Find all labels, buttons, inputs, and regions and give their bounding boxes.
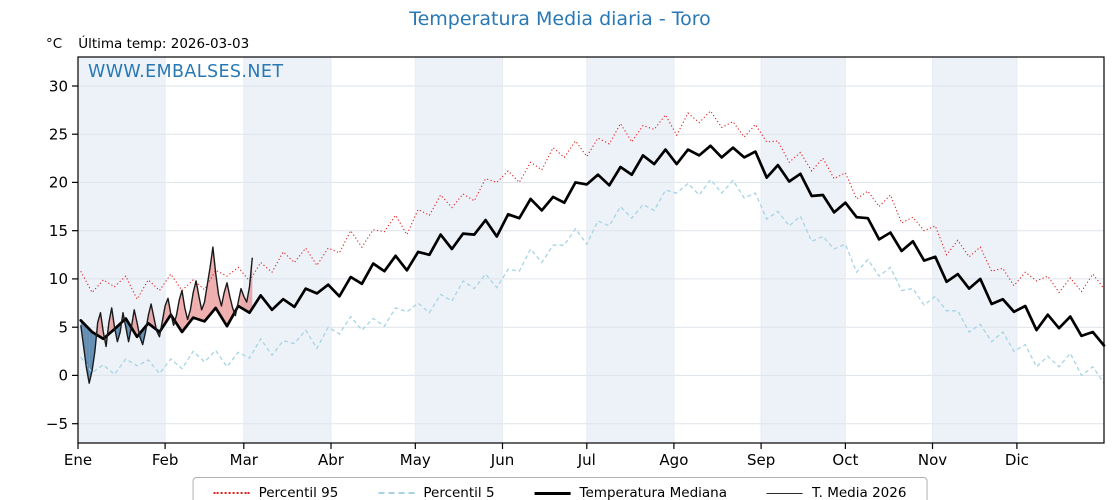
chart-title: Temperatura Media diaria - Toro — [409, 8, 711, 30]
legend-item-mediana: Temperatura Mediana — [534, 485, 727, 500]
x-tick-label: Ago — [659, 451, 688, 469]
legend-label: T. Media 2026 — [812, 485, 907, 500]
month-band — [673, 57, 761, 443]
last-temp-label: Última temp: 2026-03-03 — [78, 36, 250, 52]
fill-above-median — [207, 267, 211, 318]
legend: Percentil 95 Percentil 5 Temperatura Med… — [192, 477, 928, 500]
x-tick-label: Sep — [747, 451, 775, 469]
x-tick-label: Ene — [64, 451, 92, 469]
x-tick-label: May — [400, 451, 431, 469]
y-tick-label: 25 — [49, 125, 68, 143]
fill-above-median — [196, 280, 199, 320]
y-unit-label: °C — [46, 36, 63, 52]
x-tick-label: Oct — [832, 451, 858, 469]
legend-label: Percentil 95 — [258, 485, 339, 500]
y-tick-label: 15 — [49, 222, 68, 240]
legend-label: Temperatura Mediana — [579, 485, 727, 500]
fill-above-median — [97, 312, 101, 338]
x-tick-label: Nov — [918, 451, 947, 469]
x-tick-label: Mar — [230, 451, 259, 469]
x-tick-label: Dic — [1005, 451, 1029, 469]
fill-above-median — [201, 302, 205, 322]
month-band — [78, 57, 166, 443]
fill-above-median — [134, 309, 137, 337]
percentil-5-line — [80, 178, 1105, 384]
mediana-line — [79, 144, 1106, 347]
y-tick-label: 5 — [58, 318, 68, 336]
fill-above-median — [179, 290, 182, 332]
plot-border — [77, 56, 1105, 444]
month-band — [165, 57, 244, 443]
month-band — [586, 57, 674, 443]
media-2026-line — [80, 246, 253, 384]
fill-above-median — [243, 296, 247, 311]
y-tick-label: 20 — [49, 174, 68, 192]
fill-above-median — [212, 247, 216, 312]
month-band — [761, 57, 846, 443]
fill-above-median — [224, 282, 227, 327]
fill-above-median — [221, 292, 225, 322]
month-band — [331, 57, 416, 443]
legend-label: Percentil 5 — [423, 485, 495, 500]
x-tick-label: Jul — [577, 451, 596, 469]
month-band — [502, 57, 587, 443]
x-tick-label: Jun — [490, 451, 514, 469]
percentil-95-line — [80, 110, 1105, 301]
media-2026-line-swatch — [767, 492, 803, 494]
month-band — [1016, 57, 1104, 443]
month-band — [243, 57, 331, 443]
legend-item-percentil-95: Percentil 95 — [213, 485, 339, 500]
y-tick-label: −5 — [46, 415, 68, 433]
fill-below-median — [83, 323, 87, 368]
y-tick-label: 0 — [58, 367, 68, 385]
fill-above-median — [182, 290, 185, 332]
y-tick-label: 10 — [49, 270, 68, 288]
month-band — [415, 57, 503, 443]
legend-item-percentil-5: Percentil 5 — [378, 485, 495, 500]
percentil-95-line-swatch — [213, 492, 250, 494]
month-band — [932, 57, 1017, 443]
percentil-5-line-swatch — [378, 492, 415, 494]
mediana-line-swatch — [534, 491, 571, 495]
legend-item-media-2026: T. Media 2026 — [767, 485, 906, 500]
x-tick-label: Abr — [318, 451, 345, 469]
fill-above-median — [241, 288, 244, 310]
watermark: WWW.EMBALSES.NET — [88, 62, 284, 82]
axis-header: °C Última temp: 2026-03-03 — [46, 36, 249, 52]
y-tick-label: 30 — [49, 77, 68, 95]
fill-above-median — [204, 284, 208, 322]
x-tick-label: Feb — [152, 451, 179, 469]
